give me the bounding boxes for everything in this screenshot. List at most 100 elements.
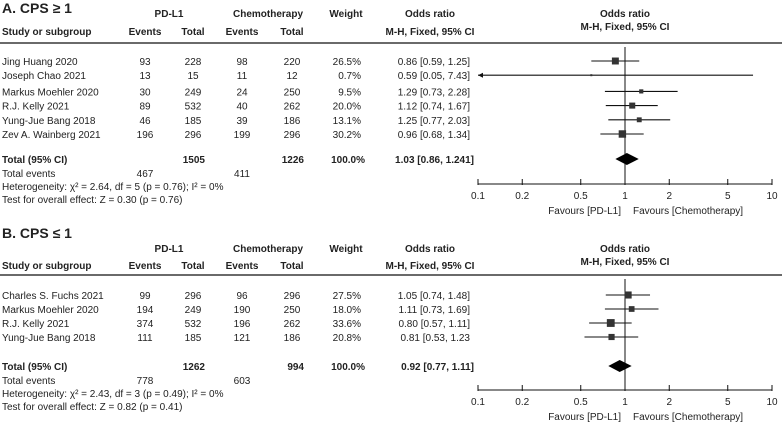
x-tick-label: 10 — [766, 191, 778, 202]
group2-total: 250 — [284, 87, 301, 98]
plot-title: Odds ratio — [600, 9, 650, 20]
group1-events: 13 — [139, 71, 151, 82]
study-row: Yung-Jue Bang 2018 46 185 39 186 13.1% 1.25 [0… — [2, 116, 671, 127]
study-weight: 0.7% — [338, 71, 361, 82]
group1-events: 46 — [139, 116, 151, 127]
favours-right-label: Favours [Chemotherapy] — [633, 206, 743, 217]
study-name: R.J. Kelly 2021 — [2, 319, 70, 330]
or-header: Odds ratio — [405, 244, 455, 255]
plot-method: M-H, Fixed, 95% CI — [581, 257, 670, 268]
group2-total: 250 — [284, 305, 301, 316]
study-weight: 13.1% — [333, 116, 361, 127]
study-odds-ratio: 0.59 [0.05, 7.43] — [398, 71, 471, 82]
study-point — [608, 333, 615, 341]
study-header: Study or subgroup — [2, 27, 91, 38]
x-tick-label: 0.5 — [574, 397, 588, 408]
study-header: Study or subgroup — [2, 261, 91, 272]
total-header: Total — [181, 261, 204, 272]
group2-total: 186 — [284, 116, 301, 127]
group1-events: 93 — [139, 57, 151, 68]
events-header: Events — [226, 261, 259, 272]
pooled-diamond — [608, 360, 632, 372]
method-header: M-H, Fixed, 95% CI — [386, 261, 475, 272]
study-weight: 18.0% — [333, 305, 361, 316]
x-tick-label: 10 — [766, 397, 778, 408]
study-odds-ratio: 1.05 [0.74, 1.48] — [398, 291, 471, 302]
events-header: Events — [226, 27, 259, 38]
study-row: Markus Moehler 2020 194 249 190 250 18.0% 1.11… — [2, 305, 659, 316]
group2-events: 96 — [236, 291, 248, 302]
group1-total: 249 — [185, 305, 202, 316]
panel-title: A. CPS ≥ 1 — [2, 0, 72, 16]
group2-total: 220 — [284, 57, 301, 68]
group2-events: 98 — [236, 57, 248, 68]
study-odds-ratio: 0.81 [0.53, 1.23 — [400, 333, 470, 344]
total-events-group2: 411 — [234, 169, 250, 180]
group1-header: PD-L1 — [155, 244, 184, 255]
favours-left-label: Favours [PD-L1] — [548, 412, 621, 423]
total-header: Total — [181, 27, 204, 38]
study-row: Yung-Jue Bang 2018 111 185 121 186 20.8% 0.81 … — [2, 333, 639, 344]
group2-header: Chemotherapy — [233, 9, 303, 20]
pooled-diamond — [615, 153, 639, 165]
group2-events: 121 — [234, 333, 251, 344]
study-weight: 27.5% — [333, 291, 361, 302]
total-label: Total (95% CI) — [2, 155, 67, 166]
study-odds-ratio: 1.12 [0.74, 1.67] — [398, 102, 471, 113]
study-odds-ratio: 0.86 [0.59, 1.25] — [398, 57, 471, 68]
study-point — [590, 74, 593, 77]
group2-events: 24 — [236, 87, 248, 98]
group1-header: PD-L1 — [155, 9, 184, 20]
study-point — [618, 130, 627, 138]
x-tick-label: 0.1 — [471, 397, 485, 408]
group2-total: 262 — [284, 319, 301, 330]
total-group1: 1505 — [183, 155, 206, 166]
total-events-group2: 603 — [234, 376, 251, 387]
group1-total: 532 — [185, 319, 202, 330]
study-row: Markus Moehler 2020 30 249 24 250 9.5% 1.29 [0… — [2, 87, 678, 98]
study-point — [628, 306, 635, 312]
favours-right-label: Favours [Chemotherapy] — [633, 412, 743, 423]
x-tick-label: 0.2 — [515, 191, 529, 202]
study-point — [639, 89, 644, 94]
total-odds-ratio: 0.92 [0.77, 1.11] — [401, 362, 474, 373]
overall-effect-text: Test for overall effect: Z = 0.82 (p = 0… — [2, 402, 182, 413]
study-row: Charles S. Fuchs 2021 99 296 96 296 27.5% 1.05… — [2, 291, 651, 302]
study-point — [611, 57, 619, 65]
or-header: Odds ratio — [405, 9, 455, 20]
study-point — [624, 291, 632, 299]
group2-events: 199 — [234, 130, 251, 141]
total-header: Total — [280, 261, 303, 272]
study-row: Jing Huang 2020 93 228 98 220 26.5% 0.86 [0.59… — [2, 57, 640, 68]
total-label: Total (95% CI) — [2, 362, 67, 373]
group2-total: 12 — [286, 71, 298, 82]
study-weight: 33.6% — [333, 319, 361, 330]
group1-events: 194 — [137, 305, 154, 316]
group1-events: 89 — [139, 102, 151, 113]
group1-total: 532 — [185, 102, 202, 113]
group1-events: 99 — [139, 291, 151, 302]
group1-events: 374 — [137, 319, 154, 330]
group2-header: Chemotherapy — [233, 244, 303, 255]
events-header: Events — [129, 27, 162, 38]
study-point — [636, 117, 642, 123]
plot-method: M-H, Fixed, 95% CI — [581, 22, 670, 33]
study-name: Markus Moehler 2020 — [2, 87, 99, 98]
total-weight: 100.0% — [331, 362, 365, 373]
total-odds-ratio: 1.03 [0.86, 1.241] — [395, 155, 474, 166]
x-tick-label: 0.2 — [515, 397, 529, 408]
x-tick-label: 2 — [666, 397, 672, 408]
group1-total: 249 — [185, 87, 202, 98]
study-row: Zev A. Wainberg 2021 196 296 199 296 30.2% 0.9… — [2, 130, 644, 141]
group1-events: 196 — [137, 130, 154, 141]
weight-header: Weight — [329, 9, 363, 20]
group2-events: 190 — [234, 305, 251, 316]
study-name: Zev A. Wainberg 2021 — [2, 130, 101, 141]
group1-total: 15 — [187, 71, 199, 82]
total-weight: 100.0% — [331, 155, 365, 166]
study-odds-ratio: 1.25 [0.77, 2.03] — [398, 116, 471, 127]
events-header: Events — [129, 261, 162, 272]
forest-panel-a: A. CPS ≥ 1 PD-L1 Chemotherapy Weight Odds ra… — [0, 0, 782, 217]
study-row: R.J. Kelly 2021 89 532 40 262 20.0% 1.12 [0.74… — [2, 102, 658, 113]
total-events-group1: 778 — [137, 376, 154, 387]
